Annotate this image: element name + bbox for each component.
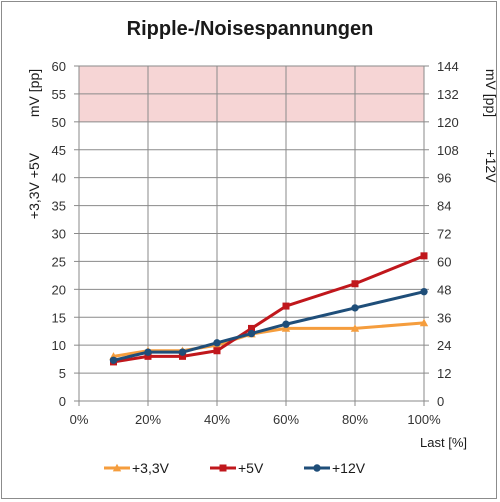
y-tick-left-label: 50 — [52, 115, 66, 130]
y-tick-right-label: 120 — [437, 115, 459, 130]
y-tick-right-label: 60 — [437, 254, 451, 269]
y-tick-left-label: 55 — [52, 87, 66, 102]
data-point-5v — [282, 302, 290, 310]
legend-marker-12v — [313, 464, 321, 472]
data-point-33v — [419, 318, 429, 327]
y-tick-right-label: 48 — [437, 282, 451, 297]
data-point-12v — [144, 348, 152, 356]
y-tick-right-label: 108 — [437, 143, 459, 158]
data-point-12v — [178, 348, 187, 356]
series-layer — [109, 252, 429, 366]
y-tick-left-label: 30 — [52, 227, 66, 242]
y-tick-left-label: 60 — [52, 59, 66, 74]
x-tick-label: 60% — [273, 412, 299, 427]
y-tick-right-label: 24 — [437, 338, 451, 353]
x-tick-label: 40% — [204, 412, 230, 427]
y-tick-left-label: 25 — [52, 254, 66, 269]
y-tick-right-label: 12 — [437, 366, 451, 381]
y-tick-left-label: 35 — [52, 199, 66, 214]
x-tick-label: 0% — [70, 412, 89, 427]
data-point-33v — [281, 324, 291, 332]
data-point-12v — [282, 320, 290, 328]
y-tick-left-label: 10 — [52, 338, 66, 353]
data-point-5v — [144, 352, 152, 360]
data-point-5v — [351, 280, 359, 288]
legend-label-33v: +3,3V — [132, 460, 170, 476]
chart-title: Ripple-/Noisespannungen — [127, 18, 374, 40]
legend-marker-5v — [219, 464, 227, 472]
data-point-12v — [351, 304, 359, 312]
y-tick-left-label: 0 — [59, 394, 66, 409]
right-axis-series-label: +12V — [483, 149, 499, 183]
data-point-5v — [420, 252, 428, 260]
y-tick-right-label: 72 — [437, 227, 451, 242]
x-axis-label: Last [%] — [420, 435, 467, 450]
x-tick-label: 80% — [342, 412, 368, 427]
x-tick-label: 20% — [135, 412, 161, 427]
legend: +3,3V +5V +12V — [104, 460, 366, 476]
legend-label-12v: +12V — [332, 460, 366, 476]
y-tick-right-label: 0 — [437, 394, 444, 409]
series-line-5v — [113, 254, 425, 364]
data-point-33v — [350, 324, 360, 332]
y-tick-right-label: 96 — [437, 171, 451, 186]
y-tick-right-label: 144 — [437, 59, 459, 74]
legend-marker-33v — [112, 463, 122, 472]
y-tick-left-label: 15 — [52, 310, 66, 325]
grid-layer — [74, 65, 429, 406]
data-point-12v — [109, 356, 118, 364]
y-tick-left-label: 45 — [52, 143, 66, 158]
left-axis-unit-label: mV [pp] — [26, 69, 42, 117]
x-tick-label: 100% — [407, 412, 441, 427]
series-line-12v — [113, 290, 425, 362]
y-tick-left-label: 5 — [59, 366, 66, 381]
right-axis-unit-label: mV [pp] — [483, 69, 499, 117]
y-tick-right-label: 84 — [437, 199, 451, 214]
y-tick-right-label: 36 — [437, 310, 451, 325]
legend-label-5v: +5V — [238, 460, 264, 476]
data-point-12v — [213, 339, 221, 347]
data-point-5v — [248, 324, 255, 332]
y-tick-left-label: 20 — [52, 282, 66, 297]
data-point-5v — [213, 347, 221, 355]
tick-layer: 0 0 5 12 10 24 15 36 20 48 25 60 30 72 35 84 40 96 45 108 50… — [52, 59, 459, 427]
y-tick-left-label: 40 — [52, 171, 66, 186]
y-tick-right-label: 132 — [437, 87, 459, 102]
data-point-5v — [179, 352, 186, 360]
data-point-12v — [247, 329, 256, 338]
data-point-12v — [420, 287, 428, 296]
left-axis-series-label: +3,3V +5V — [26, 152, 42, 219]
